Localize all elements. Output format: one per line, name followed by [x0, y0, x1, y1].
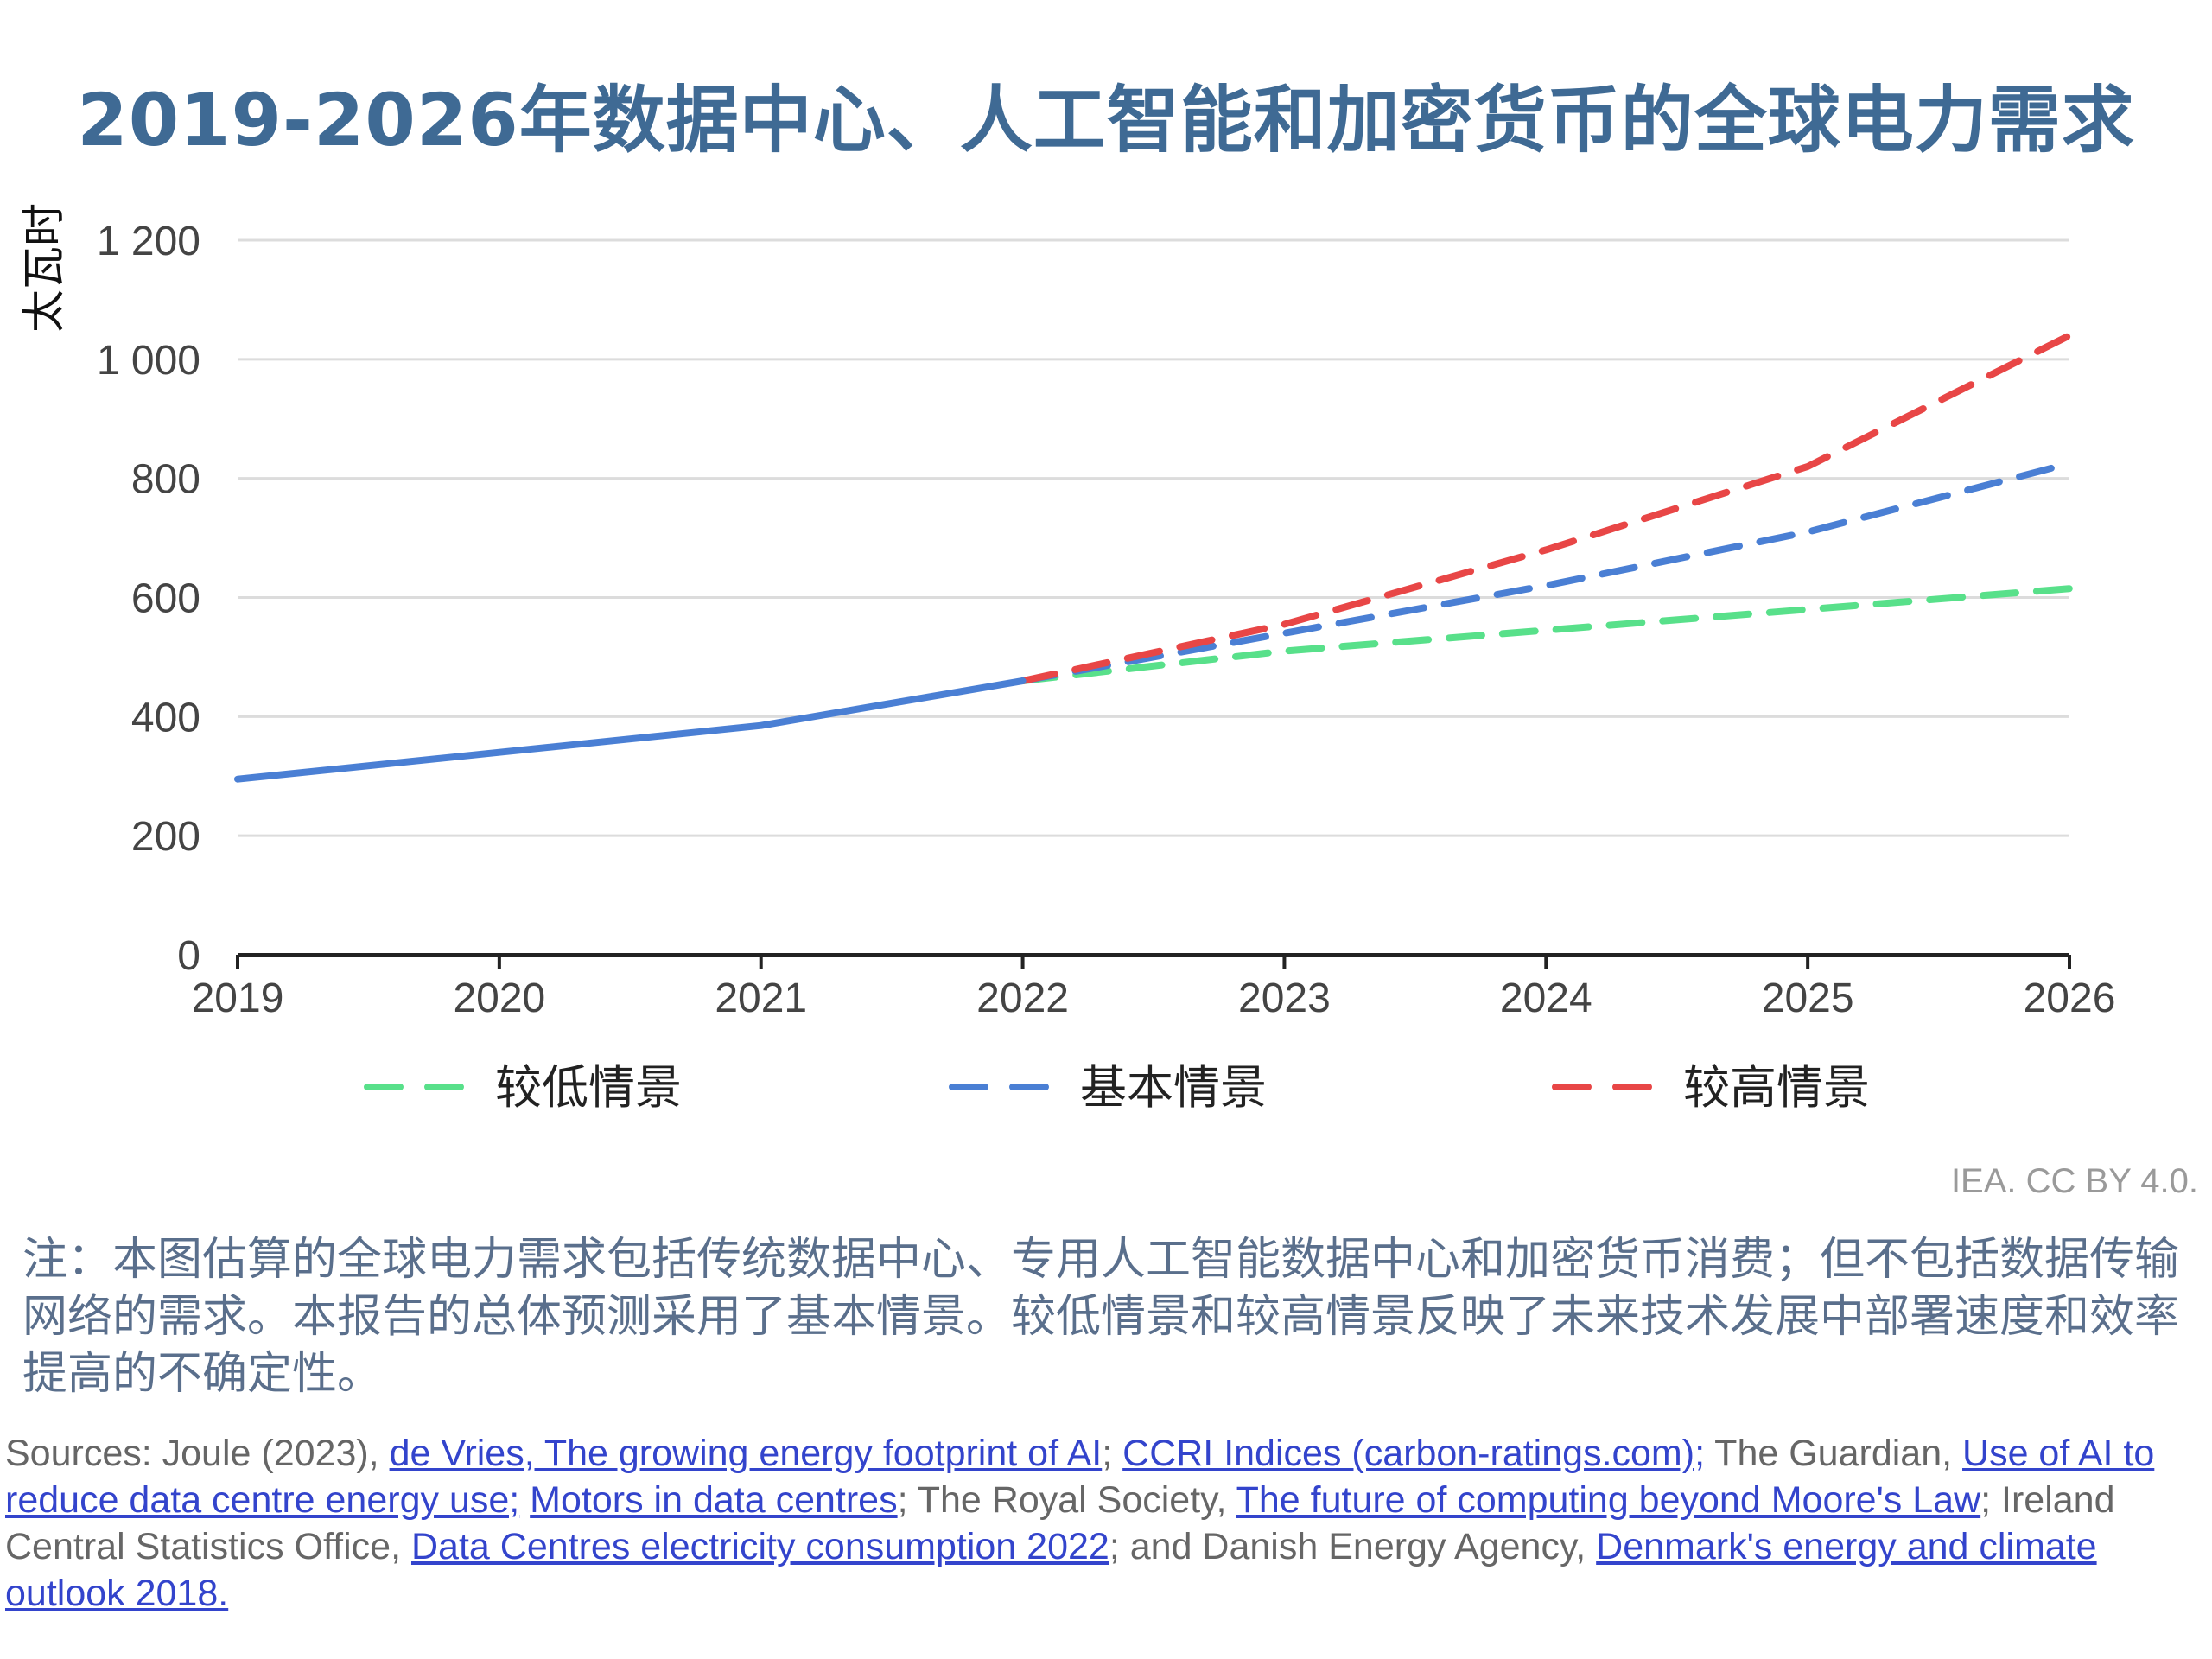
y-tick-label: 400 — [131, 695, 200, 741]
y-tick-label: 0 — [177, 933, 200, 979]
y-tick-label: 1 200 — [97, 219, 200, 264]
sources-text: Sources: Joule (2023), de Vries, The gro… — [5, 1430, 2200, 1617]
sources-text-danish: ; and Danish Energy Agency, — [1109, 1526, 1597, 1567]
legend-label: 基本情景 — [1080, 1060, 1267, 1115]
x-tick-label: 2021 — [715, 976, 807, 1021]
legend-label: 较高情景 — [1683, 1060, 1870, 1115]
series-line-较低情景 — [1019, 585, 2073, 684]
series-lines — [234, 332, 2073, 783]
x-tick-label: 2022 — [976, 976, 1069, 1021]
source-link-de-vries[interactable]: de Vries, The growing energy footprint o… — [389, 1433, 1103, 1474]
x-tick-label: 2020 — [453, 976, 545, 1021]
sources-separator: ; — [1102, 1433, 1123, 1474]
sources-text-royal-society: ; The Royal Society, — [897, 1479, 1236, 1521]
sources-separator — [519, 1479, 530, 1521]
y-axis-label: 太瓦时 — [19, 203, 69, 333]
gridlines — [238, 238, 2069, 837]
x-tick-label: 2024 — [1500, 976, 1592, 1021]
source-link-denmark-outlook[interactable]: Denmark's energy and climate outlook 201… — [5, 1526, 2097, 1614]
y-tick-label: 200 — [131, 814, 200, 860]
y-tick-label: 800 — [131, 457, 200, 503]
source-link-ai-energy[interactable]: Use of AI to reduce data centre energy u… — [5, 1433, 2155, 1521]
y-tick-label: 600 — [131, 576, 200, 622]
source-link-motors[interactable]: Motors in data centres — [530, 1479, 898, 1521]
x-tick-label: 2019 — [192, 976, 284, 1021]
source-link-ccri[interactable]: CCRI Indices (carbon-ratings.com); — [1122, 1433, 1706, 1474]
axes: 0 200 400 600 800 1 000 1 200 2019 2020 2021 2022 2… — [97, 219, 2116, 1021]
legend-label: 较低情景 — [495, 1060, 682, 1115]
sources-text-guardian: The Guardian, — [1705, 1433, 1963, 1474]
x-tick-label: 2025 — [1762, 976, 1854, 1021]
chart-note: 注：本图估算的全球电力需求包括传统数据中心、专用人工智能数据中心和加密货币消费；… — [22, 1234, 2180, 1400]
sources-text-ireland: ; Ireland Central Statistics Office, — [5, 1479, 2115, 1567]
source-link-moores-law[interactable]: The future of computing beyond Moore's L… — [1236, 1479, 1981, 1521]
y-tick-label: 1 000 — [97, 338, 200, 384]
chart-title: 2019-2026年数据中心、人工智能和加密货币的全球电力需求 — [77, 78, 2135, 162]
legend: 较低情景 基本情景 较高情景 — [364, 1060, 1870, 1115]
line-chart: 0 200 400 600 800 1 000 1 200 2019 2020 2021 2022 2… — [19, 203, 2116, 1115]
sources-prefix: Sources: Joule (2023), — [5, 1433, 390, 1474]
credit-text: IEA. CC BY 4.0. — [1950, 1162, 2198, 1200]
series-line-较高情景 — [1019, 332, 2073, 684]
x-tick-label: 2023 — [1238, 976, 1331, 1021]
historical-line — [234, 677, 1027, 783]
series-line-基本情景 — [1019, 460, 2073, 684]
source-link-data-centres[interactable]: Data Centres electricity consumption 202… — [410, 1526, 1109, 1567]
x-tick-label: 2026 — [2024, 976, 2116, 1021]
